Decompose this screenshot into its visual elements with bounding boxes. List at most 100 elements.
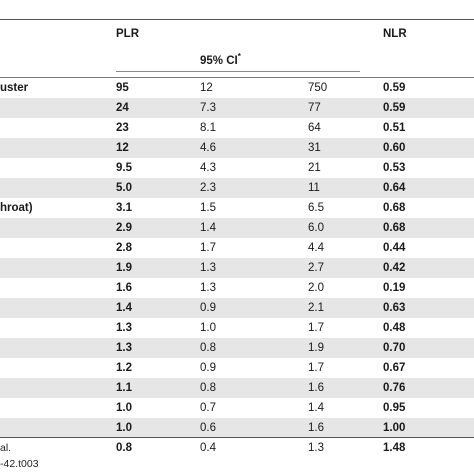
ci-lower-cell: 0.4 [200, 442, 216, 454]
nlr-cell: 0.68 [383, 202, 406, 214]
ci-upper-cell: 6.5 [308, 202, 324, 214]
table-row: 9.5 4.3 21 0.53 [0, 158, 474, 178]
table-row: 1.3 0.8 1.9 0.70 [0, 338, 474, 358]
table-top-rule [0, 19, 474, 20]
nlr-cell: 1.48 [383, 442, 406, 454]
ci-upper-cell: 1.3 [308, 442, 324, 454]
nlr-cell: 0.48 [383, 322, 406, 334]
nlr-cell: 0.64 [383, 182, 406, 194]
ci-lower-cell: 1.0 [200, 322, 216, 334]
nlr-cell: 0.19 [383, 282, 406, 294]
table-row: 1.1 0.8 1.6 0.76 [0, 378, 474, 398]
ci-lower-cell: 4.3 [200, 162, 216, 174]
ci-lower-cell: 0.9 [200, 302, 216, 314]
nlr-cell: 0.53 [383, 162, 406, 174]
ci-lower-cell: 1.4 [200, 222, 216, 234]
header-ci: 95% CI* [200, 52, 241, 67]
plr-cell: 2.9 [116, 222, 132, 234]
footnote-line-2: -42.t003 [0, 458, 39, 470]
table-row: 1.6 1.3 2.0 0.19 [0, 278, 474, 298]
ci-upper-cell: 31 [308, 142, 321, 154]
ci-upper-cell: 4.4 [308, 242, 324, 254]
header-nlr: NLR [383, 28, 407, 40]
ci-upper-cell: 6.0 [308, 222, 324, 234]
table-row: 23 8.1 64 0.51 [0, 118, 474, 138]
table-row: 0.8 0.4 1.3 1.48 [0, 438, 474, 458]
ci-lower-cell: 1.7 [200, 242, 216, 254]
table-row: 12 4.6 31 0.60 [0, 138, 474, 158]
header-plr: PLR [116, 28, 139, 40]
plr-cell: 1.0 [116, 402, 132, 414]
table-row: 5.0 2.3 11 0.64 [0, 178, 474, 198]
table-bottom-rule [0, 437, 474, 438]
table-row: uster 95 12 750 0.59 [0, 78, 474, 98]
nlr-cell: 1.00 [383, 422, 406, 434]
ci-upper-cell: 750 [308, 82, 328, 94]
plr-cell: 1.0 [116, 422, 132, 434]
ci-upper-cell: 1.7 [308, 322, 324, 334]
ci-upper-cell: 1.4 [308, 402, 324, 414]
ci-lower-cell: 4.6 [200, 142, 216, 154]
plr-cell: 1.2 [116, 362, 132, 374]
table-row: 1.3 1.0 1.7 0.48 [0, 318, 474, 338]
plr-cell: 9.5 [116, 162, 132, 174]
plr-cell: 24 [116, 102, 129, 114]
plr-cell: 5.0 [116, 182, 132, 194]
ci-upper-cell: 1.9 [308, 342, 324, 354]
header-bottom-rule [0, 77, 474, 78]
ci-upper-cell: 2.7 [308, 262, 324, 274]
nlr-cell: 0.70 [383, 342, 406, 354]
nlr-cell: 0.76 [383, 382, 406, 394]
footnote-line-1: al. [0, 442, 12, 454]
table-body: uster 95 12 750 0.59 24 7.3 77 0.59 23 8.1 64 0.51 12… [0, 78, 474, 458]
table-row: 1.2 0.9 1.7 0.67 [0, 358, 474, 378]
table-row: 1.9 1.3 2.7 0.42 [0, 258, 474, 278]
ci-upper-cell: 77 [308, 102, 321, 114]
nlr-cell: 0.44 [383, 242, 406, 254]
ci-underline [116, 71, 360, 72]
ci-upper-cell: 2.1 [308, 302, 324, 314]
ci-lower-cell: 0.7 [200, 402, 216, 414]
ci-lower-cell: 1.3 [200, 282, 216, 294]
nlr-cell: 0.95 [383, 402, 406, 414]
ci-upper-cell: 11 [308, 182, 320, 194]
table-row: 1.4 0.9 2.1 0.63 [0, 298, 474, 318]
plr-cell: 95 [116, 82, 129, 94]
ci-lower-cell: 0.8 [200, 342, 216, 354]
row-label: uster [0, 82, 29, 94]
plr-cell: 1.4 [116, 302, 132, 314]
ci-lower-cell: 0.6 [200, 422, 216, 434]
nlr-cell: 0.67 [383, 362, 406, 374]
plr-cell: 3.1 [116, 202, 132, 214]
table-row: 1.0 0.7 1.4 0.95 [0, 398, 474, 418]
row-label: hroat) [0, 202, 33, 214]
header-ci-label: 95% CI [200, 54, 238, 67]
nlr-cell: 0.63 [383, 302, 406, 314]
table-row: 1.0 0.6 1.6 1.00 [0, 418, 474, 438]
ci-lower-cell: 1.5 [200, 202, 216, 214]
ci-lower-cell: 1.3 [200, 262, 216, 274]
ci-upper-cell: 2.0 [308, 282, 324, 294]
ci-upper-cell: 64 [308, 122, 321, 134]
nlr-cell: 0.59 [383, 102, 406, 114]
ci-lower-cell: 7.3 [200, 102, 216, 114]
table-row: 2.8 1.7 4.4 0.44 [0, 238, 474, 258]
ci-lower-cell: 2.3 [200, 182, 216, 194]
table-row: 24 7.3 77 0.59 [0, 98, 474, 118]
plr-cell: 1.3 [116, 342, 132, 354]
plr-cell: 23 [116, 122, 129, 134]
plr-cell: 1.9 [116, 262, 132, 274]
plr-cell: 0.8 [116, 442, 132, 454]
ci-lower-cell: 0.9 [200, 362, 216, 374]
plr-cell: 1.6 [116, 282, 132, 294]
table-row: 2.9 1.4 6.0 0.68 [0, 218, 474, 238]
ci-upper-cell: 21 [308, 162, 321, 174]
ci-upper-cell: 1.6 [308, 422, 324, 434]
nlr-cell: 0.68 [383, 222, 406, 234]
nlr-cell: 0.59 [383, 82, 406, 94]
nlr-cell: 0.42 [383, 262, 406, 274]
table-row: hroat) 3.1 1.5 6.5 0.68 [0, 198, 474, 218]
ci-lower-cell: 8.1 [200, 122, 216, 134]
header-ci-superscript: * [237, 52, 241, 61]
plr-cell: 12 [116, 142, 129, 154]
